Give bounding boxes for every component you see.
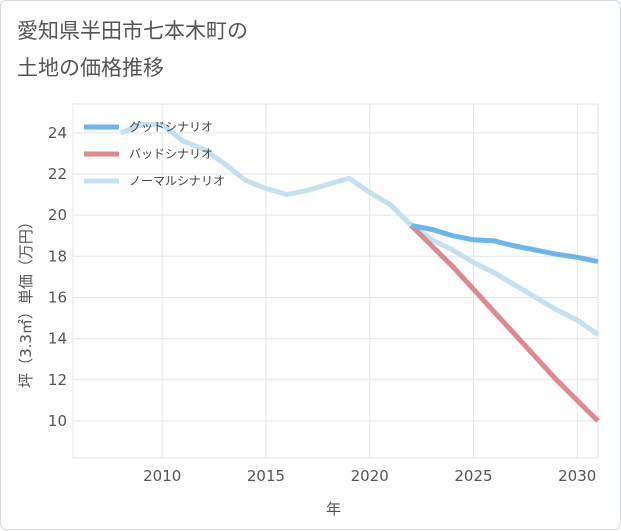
y-tick-label: 18	[48, 247, 67, 265]
chart-title: 愛知県半田市七本木町の 土地の価格推移	[17, 13, 248, 87]
plot-area	[72, 103, 599, 459]
chart-title-line2: 土地の価格推移	[17, 56, 164, 80]
y-tick-label: 20	[48, 206, 67, 224]
grid	[72, 103, 599, 459]
y-tick-label: 12	[48, 371, 67, 389]
y-tick-label: 14	[48, 330, 67, 348]
y-tick-label: 24	[48, 124, 67, 142]
y-tick-label: 10	[48, 412, 67, 430]
x-tick-label: 2025	[454, 467, 492, 485]
y-tick-label: 16	[48, 288, 67, 306]
series-line-0	[410, 222, 599, 264]
y-tick-label: 22	[48, 165, 67, 183]
x-tick-label: 2010	[143, 467, 181, 485]
y-axis-title: 坪（3.3㎡）単価（万円）	[17, 214, 35, 388]
series-lines	[119, 122, 600, 423]
x-tick-label: 2020	[351, 467, 389, 485]
legend-label-1: バッドシナリオ	[129, 147, 213, 161]
chart-title-line1: 愛知県半田市七本木町の	[17, 19, 248, 43]
legend-label-0: グッドシナリオ	[129, 120, 213, 134]
x-tick-label: 2015	[247, 467, 285, 485]
series-line-1	[409, 223, 600, 423]
x-tick-label: 2030	[558, 467, 596, 485]
legend-label-2: ノーマルシナリオ	[129, 174, 225, 188]
series-line-2	[119, 122, 600, 337]
x-axis-title: 年	[326, 500, 341, 518]
axes: 2010 2015 2020 2025 2030 10 12 14 16 18 20 22 24 年 坪（3…	[17, 124, 596, 518]
